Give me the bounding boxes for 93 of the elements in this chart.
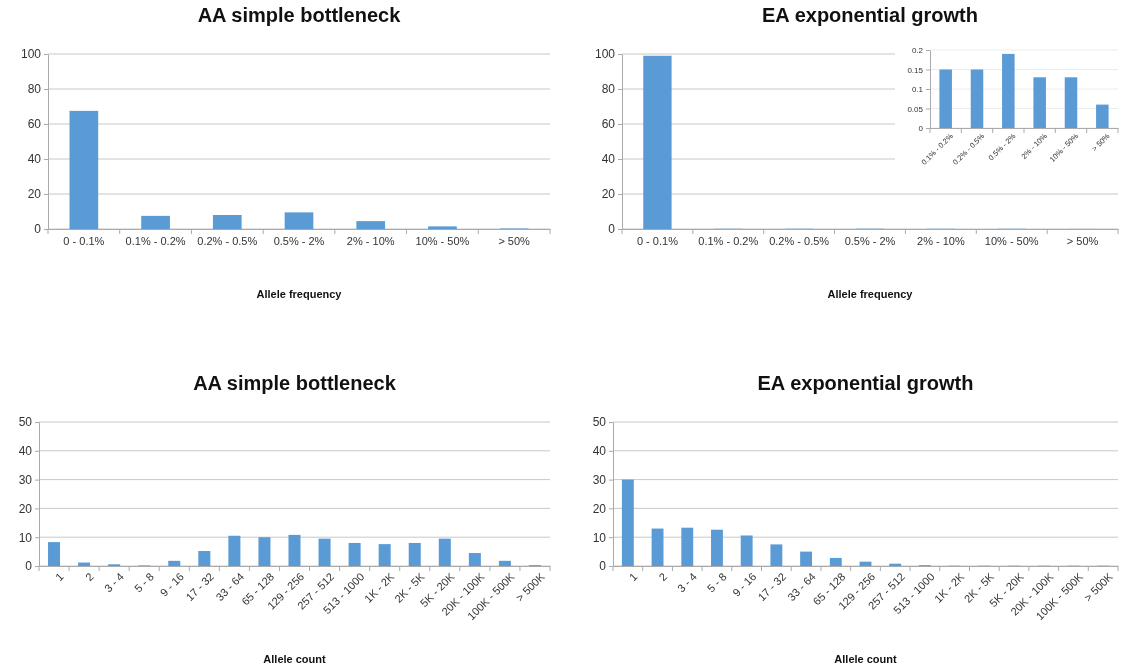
chart-title: AA simple bottleneck — [197, 4, 402, 26]
y-tick-label: 60 — [27, 117, 42, 132]
y-tick-label: 0 — [599, 559, 607, 574]
bar — [428, 226, 457, 229]
bar — [829, 557, 842, 566]
y-tick-label: 100 — [594, 47, 616, 62]
y-tick-label: 50 — [18, 415, 33, 430]
y-tick-label: 100 — [20, 47, 42, 62]
x-tick-label: 2% - 10% — [346, 235, 395, 247]
bar — [48, 542, 61, 566]
bar — [69, 110, 99, 229]
bar — [800, 551, 813, 566]
bar — [1064, 77, 1078, 128]
y-tick-label: 0.1 — [911, 85, 924, 95]
x-tick-label: 0.1% - 0.2% — [125, 235, 186, 247]
x-tick-label: > 50% — [498, 235, 531, 247]
bar — [1002, 53, 1015, 128]
bar — [1096, 104, 1109, 128]
bar — [258, 537, 271, 566]
y-tick-label: 80 — [27, 82, 42, 97]
bar — [770, 544, 783, 566]
chart-title: AA simple bottleneck — [193, 372, 397, 394]
y-tick-label: 60 — [601, 117, 616, 132]
bar — [356, 221, 386, 229]
bar — [198, 551, 211, 566]
bar — [212, 215, 242, 229]
y-tick-label: 0 — [34, 222, 42, 237]
x-axis-title: Allele count — [834, 653, 898, 665]
y-tick-label: 40 — [27, 152, 42, 167]
x-tick-label: 0 - 0.1% — [63, 235, 105, 247]
y-tick-label: 40 — [18, 444, 33, 459]
x-tick-label: 0.1% - 0.2% — [698, 235, 759, 247]
bar — [284, 212, 314, 229]
y-tick-label: 0.05 — [907, 104, 924, 114]
y-tick-label: 0 — [918, 124, 924, 134]
chart-title: EA exponential growth — [757, 372, 974, 394]
bar — [141, 215, 170, 229]
x-tick-label: 5 - 8 — [704, 570, 729, 595]
y-tick-label: 20 — [592, 501, 607, 516]
y-tick-label: 20 — [27, 187, 42, 202]
bar — [408, 542, 421, 566]
bar — [498, 560, 511, 566]
x-tick-label: 3 - 4 — [674, 570, 700, 595]
bar — [438, 538, 451, 566]
x-tick-label: 0.5% - 2% — [844, 235, 896, 247]
bar — [288, 534, 301, 566]
bar — [681, 527, 694, 566]
bar — [1033, 77, 1046, 128]
x-axis-title: Allele frequency — [256, 288, 343, 300]
y-tick-label: 10 — [592, 530, 607, 545]
x-tick-label: 0.2% - 0.5% — [769, 235, 830, 247]
y-tick-label: 20 — [601, 187, 616, 202]
x-tick-label: 0 - 0.1% — [636, 235, 679, 247]
y-tick-label: 50 — [592, 415, 607, 430]
x-axis-title: Allele count — [263, 653, 327, 665]
bar — [168, 560, 181, 566]
x-tick-label: 3 - 4 — [101, 570, 126, 595]
x-tick-label: 5 - 8 — [131, 570, 156, 595]
y-tick-label: 0 — [608, 222, 616, 237]
y-tick-label: 20 — [18, 501, 33, 516]
x-tick-label: 1 — [52, 570, 66, 584]
bar — [711, 529, 723, 566]
y-tick-label: 30 — [592, 472, 607, 487]
x-tick-label: 2 — [656, 570, 670, 584]
y-tick-label: 40 — [601, 152, 616, 167]
bar — [970, 69, 984, 128]
x-tick-label: 0.5% - 2% — [273, 235, 325, 247]
bar — [468, 553, 481, 566]
y-tick-label: 0.2 — [911, 46, 924, 56]
bar — [318, 538, 331, 566]
y-tick-label: 10 — [18, 530, 33, 545]
bar — [378, 544, 391, 566]
x-tick-label: 0.2% - 0.5% — [197, 235, 258, 247]
y-tick-label: 30 — [18, 472, 33, 487]
bar — [348, 542, 361, 566]
chart-title: EA exponential growth — [762, 4, 978, 26]
x-tick-label: 10% - 50% — [984, 235, 1039, 247]
x-tick-label: 10% - 50% — [415, 235, 470, 247]
bar — [939, 69, 952, 128]
bar — [651, 528, 664, 566]
y-tick-label: 40 — [592, 444, 607, 459]
bar — [621, 479, 634, 566]
x-tick-label: > 50% — [1066, 235, 1099, 247]
x-tick-label: 2 — [83, 570, 96, 584]
bar — [643, 55, 672, 229]
x-axis-title: Allele frequency — [827, 288, 914, 300]
y-tick-label: 0 — [25, 559, 33, 574]
y-tick-label: 80 — [601, 82, 616, 97]
bar — [740, 535, 753, 566]
y-tick-label: 0.15 — [907, 65, 924, 75]
bar — [228, 535, 241, 566]
x-tick-label: 2% - 10% — [917, 235, 965, 247]
x-tick-label: 1 — [626, 570, 640, 584]
